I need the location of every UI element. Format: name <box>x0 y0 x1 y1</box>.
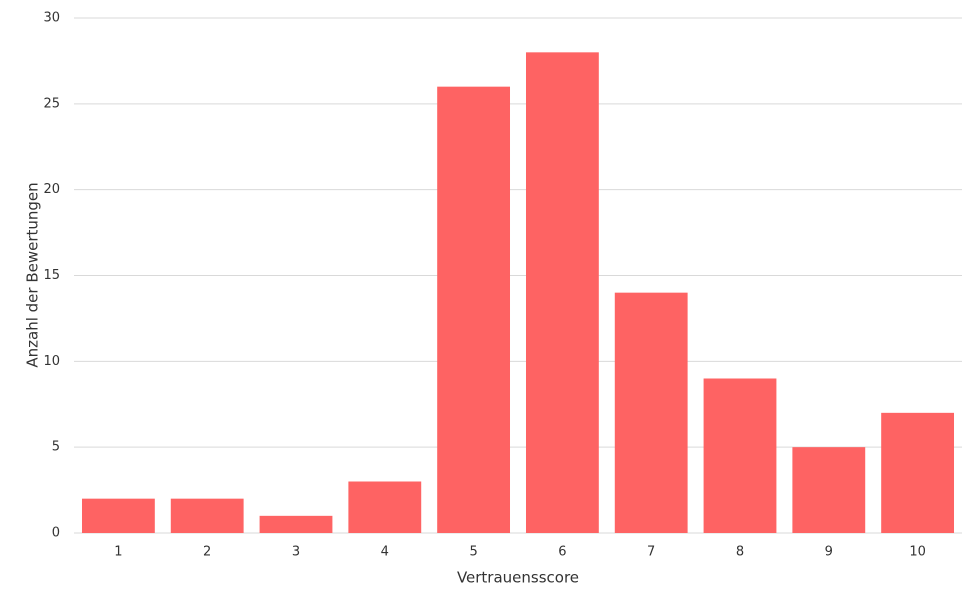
bar <box>437 86 511 534</box>
x-axis-title: Vertrauensscore <box>457 569 579 587</box>
y-tick-label: 15 <box>43 268 60 283</box>
x-tick-label: 7 <box>647 545 655 560</box>
y-tick-label: 20 <box>43 182 60 197</box>
bar <box>170 498 244 533</box>
x-tick-label: 9 <box>825 545 833 560</box>
bar <box>259 515 333 533</box>
y-axis-title: Anzahl der Bewertungen <box>24 182 42 367</box>
x-tick-label: 5 <box>469 545 477 560</box>
y-tick-label: 10 <box>43 354 60 369</box>
bar <box>614 292 688 533</box>
x-tick-label: 6 <box>558 545 566 560</box>
bar <box>81 498 155 533</box>
bar <box>703 378 777 533</box>
y-tick-label: 25 <box>43 96 60 111</box>
x-tick-label: 4 <box>381 545 389 560</box>
bar <box>348 481 422 533</box>
bar <box>525 52 599 533</box>
bar <box>792 447 866 533</box>
y-tick-label: 0 <box>52 526 60 541</box>
y-tick-label: 30 <box>43 11 60 26</box>
x-tick-label: 8 <box>736 545 744 560</box>
x-tick-label: 2 <box>203 545 211 560</box>
y-tick-label: 5 <box>52 440 60 455</box>
x-tick-label: 10 <box>909 545 926 560</box>
x-tick-label: 1 <box>114 545 122 560</box>
bar <box>881 412 955 533</box>
x-tick-label: 3 <box>292 545 300 560</box>
